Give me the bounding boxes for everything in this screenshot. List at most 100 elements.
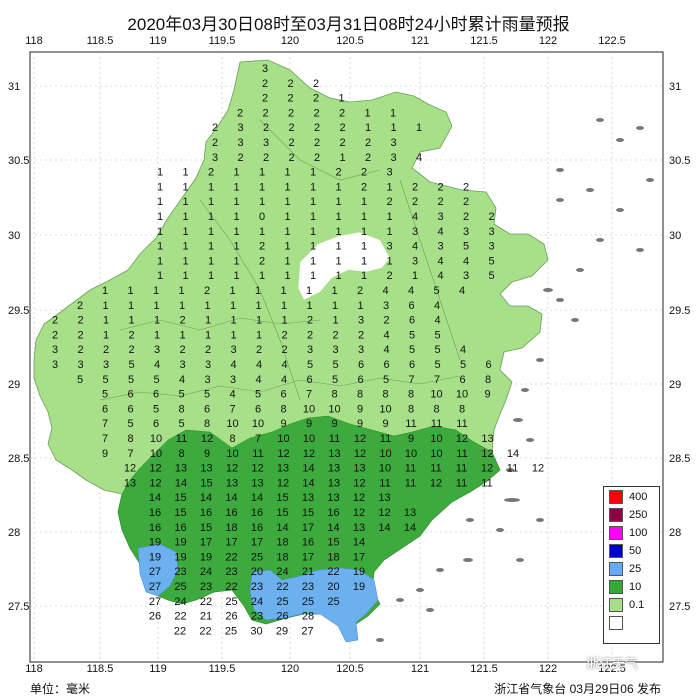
rain-value: 1 xyxy=(361,241,367,253)
rain-value: 5 xyxy=(332,359,338,371)
y-tick-left-28: 28 xyxy=(8,527,20,539)
island xyxy=(556,168,564,172)
rain-value: 19 xyxy=(149,537,161,549)
rain-value: 17 xyxy=(353,551,365,563)
rain-value: 2 xyxy=(262,78,268,90)
rain-value: 5 xyxy=(153,403,159,415)
rain-value: 1 xyxy=(157,241,163,253)
rain-value: 25 xyxy=(276,596,288,608)
rain-value: 1 xyxy=(157,226,163,238)
rain-value: 14 xyxy=(276,522,288,534)
rain-value: 2 xyxy=(281,329,287,341)
rain-value: 30 xyxy=(250,625,262,637)
rain-value: 9 xyxy=(357,403,363,415)
island xyxy=(463,558,473,562)
rain-value: 15 xyxy=(200,477,212,489)
rain-value: 17 xyxy=(200,537,212,549)
rain-value: 12 xyxy=(353,477,365,489)
rain-value: 2 xyxy=(212,137,218,149)
rain-value: 23 xyxy=(251,581,263,593)
rain-value: 8 xyxy=(229,433,235,445)
rain-value: 1 xyxy=(331,285,337,297)
rain-value: 11 xyxy=(380,433,391,445)
rain-value: 2 xyxy=(52,315,58,327)
rain-value: 5 xyxy=(488,255,494,267)
rain-value: 5 xyxy=(434,344,440,356)
rain-value: 2 xyxy=(437,196,443,208)
rain-value: 22 xyxy=(174,611,186,623)
rain-value: 29 xyxy=(276,625,288,637)
rain-value: 3 xyxy=(237,122,243,134)
legend-item: 25 xyxy=(609,561,659,577)
rain-value: 1 xyxy=(157,167,163,179)
island xyxy=(376,638,384,642)
island xyxy=(571,318,579,322)
rain-value: 10 xyxy=(430,389,442,401)
rain-value: 1 xyxy=(255,300,261,312)
rain-value: 1 xyxy=(335,211,341,223)
island xyxy=(576,268,584,272)
rain-value: 4 xyxy=(437,226,443,238)
rain-25-50-region-south xyxy=(249,567,379,643)
rain-value: 13 xyxy=(328,463,340,475)
rain-value: 1 xyxy=(310,226,316,238)
y-tick-left-28.5: 28.5 xyxy=(8,453,29,465)
rain-value: 26 xyxy=(149,611,161,623)
rain-value: 3 xyxy=(263,137,269,149)
rain-value: 14 xyxy=(302,477,314,489)
rain-value: 1 xyxy=(208,270,214,282)
rain-value: 2 xyxy=(357,285,363,297)
x-tick-top-120: 120 xyxy=(281,35,299,47)
rain-value: 6 xyxy=(204,403,210,415)
rain-value: 12 xyxy=(354,448,366,460)
legend-item: 50 xyxy=(609,543,659,559)
island xyxy=(596,118,604,122)
rain-value: 10 xyxy=(430,448,442,460)
rain-value: 4 xyxy=(412,241,418,253)
island xyxy=(596,238,604,242)
legend-label: 10 xyxy=(629,581,642,593)
rain-value: 2 xyxy=(281,344,287,356)
rain-value: 16 xyxy=(327,507,339,519)
rain-value: 16 xyxy=(251,522,263,534)
rain-value: 27 xyxy=(149,596,161,608)
rain-value: 2 xyxy=(358,329,364,341)
rain-value: 5 xyxy=(127,418,133,430)
rain-value: 6 xyxy=(357,374,363,386)
rain-value: 0 xyxy=(259,211,265,223)
rain-value: 7 xyxy=(229,403,235,415)
rain-value: 1 xyxy=(154,315,160,327)
rain-value: 25 xyxy=(225,596,237,608)
rain-value: 20 xyxy=(327,581,339,593)
rain-value: 28 xyxy=(302,611,314,623)
rain-value: 2 xyxy=(287,78,293,90)
rain-value: 1 xyxy=(284,270,290,282)
rain-value: 1 xyxy=(310,167,316,179)
rain-value: 12 xyxy=(277,477,289,489)
x-tick-bottom-118.5: 118.5 xyxy=(87,663,114,675)
rain-value: 2 xyxy=(488,211,494,223)
rain-value: 6 xyxy=(408,300,414,312)
rain-value: 3 xyxy=(103,359,109,371)
rain-value: 2 xyxy=(205,344,211,356)
y-tick-right-30: 30 xyxy=(669,230,681,242)
rain-value: 7 xyxy=(127,448,133,460)
rain-value: 1 xyxy=(306,300,312,312)
rain-value: 14 xyxy=(507,448,519,460)
rain-value: 4 xyxy=(382,285,388,297)
island xyxy=(526,438,534,442)
rain-value: 2 xyxy=(307,329,313,341)
rain-value: 12 xyxy=(378,507,390,519)
rain-value: 3 xyxy=(230,344,236,356)
rain-value: 11 xyxy=(481,477,492,489)
rain-value: 1 xyxy=(310,241,316,253)
rain-value: 22 xyxy=(276,581,288,593)
rain-value: 15 xyxy=(302,507,314,519)
island xyxy=(496,528,504,532)
rain-value: 25 xyxy=(251,551,263,563)
rain-value: 9 xyxy=(382,418,388,430)
rain-value: 5 xyxy=(433,285,439,297)
rain-value: 1 xyxy=(281,315,287,327)
rain-value: 25 xyxy=(302,596,314,608)
rain-value: 1 xyxy=(364,107,370,119)
